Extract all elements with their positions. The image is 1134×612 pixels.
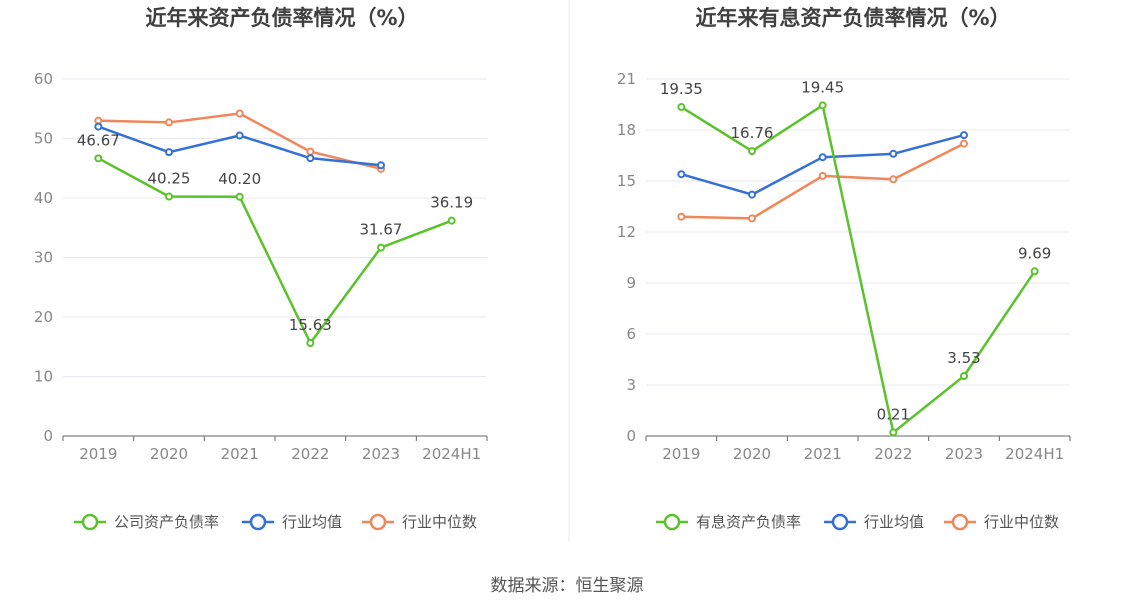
data-point-industry_avg — [306, 154, 315, 163]
data-point-company — [235, 192, 244, 201]
data-point-company — [818, 101, 827, 110]
data-point-industry_avg — [94, 122, 103, 131]
data-label: 3.53 — [947, 349, 980, 367]
y-tick-label: 60 — [34, 70, 53, 88]
legend-label: 有息资产负债率 — [696, 513, 801, 531]
x-tick-label: 2020 — [150, 445, 188, 463]
y-tick-label: 9 — [626, 274, 636, 292]
y-tick-label: 40 — [34, 189, 53, 207]
data-point-industry_median — [960, 139, 968, 148]
data-point-company — [889, 428, 898, 437]
legend-swatch-marker — [663, 513, 681, 531]
data-label: 31.67 — [360, 221, 403, 239]
y-tick-label: 30 — [34, 249, 53, 267]
x-tick-label: 2022 — [874, 445, 912, 463]
data-label: 36.19 — [430, 194, 473, 212]
data-label: 40.25 — [148, 170, 191, 188]
x-tick-label: 2024H1 — [422, 445, 481, 463]
data-label: 0.21 — [877, 405, 910, 423]
data-point-industry_median — [748, 214, 756, 223]
data-point-industry_avg — [960, 131, 968, 140]
data-point-industry_avg — [235, 131, 244, 140]
data-label: 19.35 — [660, 80, 703, 98]
x-tick-label: 2019 — [79, 445, 117, 463]
legend-label: 行业均值 — [864, 513, 924, 531]
data-point-industry_median — [165, 118, 173, 127]
y-tick-label: 3 — [626, 376, 636, 394]
data-point-industry_median — [889, 175, 898, 184]
y-tick-label: 0 — [43, 427, 53, 445]
legend-label: 行业中位数 — [984, 513, 1059, 531]
data-point-company — [447, 216, 456, 225]
data-point-industry_median — [306, 147, 315, 156]
y-tick-label: 20 — [34, 308, 53, 326]
data-point-industry_median — [235, 109, 244, 118]
data-point-industry_avg — [818, 153, 827, 162]
data-point-company — [748, 147, 756, 156]
data-point-industry_median — [818, 171, 827, 180]
x-tick-label: 2020 — [733, 445, 771, 463]
legend-swatch-marker — [369, 513, 387, 531]
data-point-industry_avg — [165, 148, 173, 157]
legend-item-industry_avg[interactable]: 行业均值 — [824, 513, 924, 531]
legend-swatch-marker — [831, 513, 849, 531]
data-point-company — [677, 103, 686, 112]
legend-label: 行业中位数 — [402, 513, 477, 531]
data-point-industry_avg — [889, 149, 898, 158]
y-tick-label: 12 — [617, 223, 636, 241]
x-tick-label: 2023 — [945, 445, 983, 463]
legend-swatch-marker — [81, 513, 99, 531]
data-label: 9.69 — [1018, 244, 1051, 262]
y-tick-label: 21 — [617, 70, 636, 88]
legend-item-company[interactable]: 公司资产负债率 — [74, 513, 219, 531]
legend-swatch-marker — [249, 513, 267, 531]
data-label: 19.45 — [801, 78, 844, 96]
x-tick-label: 2022 — [291, 445, 329, 463]
data-point-company — [306, 339, 315, 348]
data-point-industry_median — [677, 212, 686, 221]
data-point-industry_avg — [748, 190, 756, 199]
legend-swatch-marker — [951, 513, 969, 531]
chart-title: 近年来有息资产负债率情况（%） — [695, 6, 1010, 30]
chart-title: 近年来资产负债率情况（%） — [145, 6, 418, 30]
legend-item-industry_median[interactable]: 行业中位数 — [362, 513, 477, 531]
data-point-industry_avg — [677, 170, 686, 179]
y-tick-label: 10 — [34, 368, 53, 386]
y-tick-label: 6 — [626, 325, 636, 343]
data-point-company — [165, 192, 173, 201]
data-label: 16.76 — [731, 124, 774, 142]
data-point-company — [960, 371, 968, 380]
chart-asset-liability-ratio: 近年来资产负债率情况（%） 0 10 20 30 40 50 60 2019 2020 2021 2… — [34, 6, 488, 531]
data-label: 46.67 — [77, 131, 120, 149]
y-tick-label: 15 — [617, 172, 636, 190]
legend-item-company[interactable]: 有息资产负债率 — [656, 513, 801, 531]
data-label: 40.20 — [218, 170, 261, 188]
x-tick-label: 2019 — [662, 445, 700, 463]
chart-interest-bearing-liability-ratio: 近年来有息资产负债率情况（%） 0 3 6 9 12 15 18 21 2019 2020 2021… — [617, 6, 1071, 531]
x-tick-label: 2023 — [362, 445, 400, 463]
data-point-company — [377, 243, 385, 252]
data-point-company — [1030, 267, 1039, 276]
y-tick-label: 0 — [626, 427, 636, 445]
legend-label: 行业均值 — [282, 513, 342, 531]
y-tick-label: 50 — [34, 130, 53, 148]
legend-label: 公司资产负债率 — [114, 513, 219, 531]
data-source-label: 数据来源：恒生聚源 — [491, 576, 644, 596]
x-tick-label: 2021 — [804, 445, 842, 463]
data-label: 15.63 — [289, 316, 332, 334]
y-tick-label: 18 — [617, 121, 636, 139]
series-line-company — [97, 157, 453, 345]
x-tick-label: 2021 — [221, 445, 259, 463]
series-line-company — [680, 104, 1036, 434]
legend-item-industry_median[interactable]: 行业中位数 — [944, 513, 1059, 531]
data-point-industry_avg — [377, 161, 385, 170]
x-tick-label: 2024H1 — [1005, 445, 1064, 463]
data-point-company — [94, 154, 103, 163]
legend-item-industry_avg[interactable]: 行业均值 — [242, 513, 342, 531]
